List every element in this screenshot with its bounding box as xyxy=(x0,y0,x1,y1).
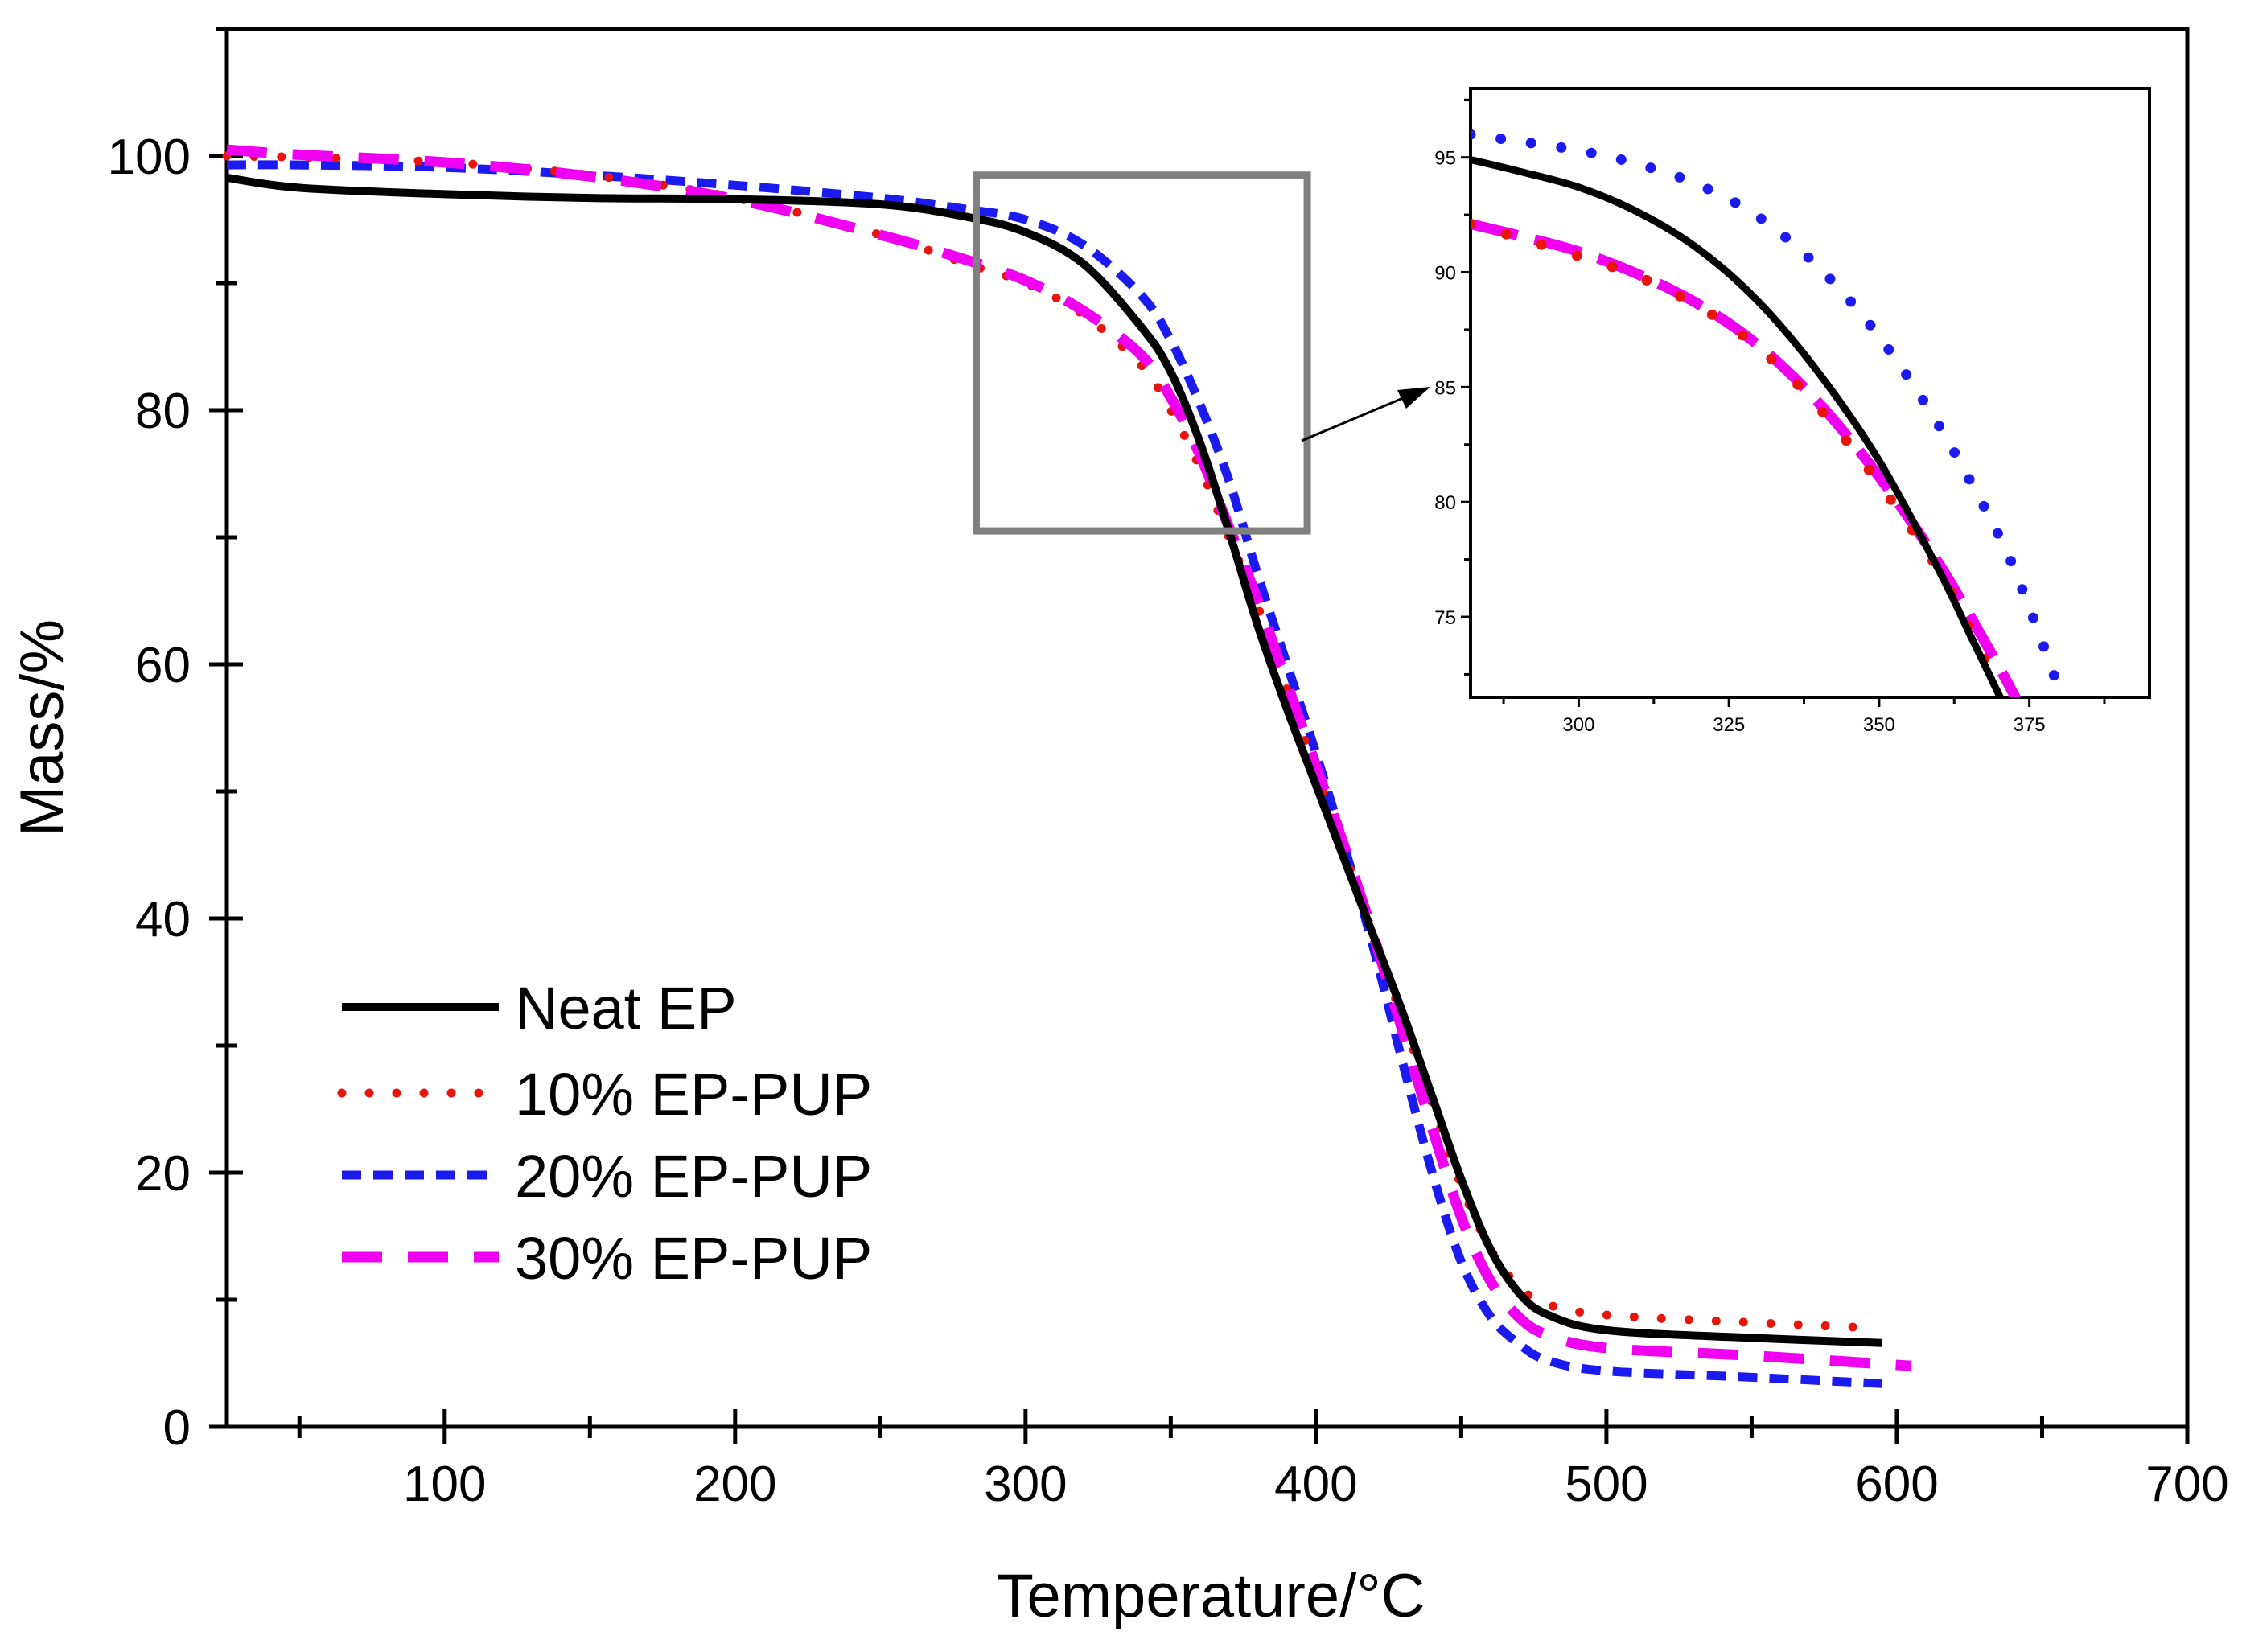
inset-y-tick-label: 80 xyxy=(1434,492,1456,514)
x-axis-title: Temperature/°C xyxy=(996,1562,1425,1630)
main-tick-labels: 100 200 300 400 500 600 700 0 20 40 60 80 100 xyxy=(108,129,2229,1512)
series-line-30-ep-pup xyxy=(226,144,1912,1371)
inset-y-tick-label: 85 xyxy=(1434,377,1456,399)
x-tick-label: 300 xyxy=(984,1457,1067,1512)
main-series-group xyxy=(222,144,1912,1388)
x-tick-label: 100 xyxy=(403,1457,486,1512)
y-tick-label: 0 xyxy=(163,1400,191,1456)
inset-x-tick-label: 375 xyxy=(2014,714,2046,736)
main-tick-marks xyxy=(209,27,2190,1444)
y-axis-title: Mass/% xyxy=(8,619,76,836)
plot-frame xyxy=(224,27,2190,1429)
inset-tick-labels: 300 325 350 375 75 80 85 90 95 xyxy=(1434,148,2045,736)
series-line-neat-ep xyxy=(226,173,1883,1347)
legend-label-neat-ep: Neat EP xyxy=(515,975,737,1042)
zoom-box xyxy=(972,171,1311,535)
y-tick-label: 80 xyxy=(135,384,191,439)
inset-x-tick-label: 350 xyxy=(1863,714,1895,736)
inset-frame xyxy=(1469,87,2151,699)
inset-series-group xyxy=(1471,129,2065,697)
y-tick-label: 40 xyxy=(135,892,191,947)
legend: Neat EP 10% EP-PUP 20% EP-PUP 30% EP-PUP xyxy=(337,975,872,1292)
x-tick-label: 600 xyxy=(1855,1457,1938,1512)
zoom-arrow-head xyxy=(1397,387,1430,409)
inset-series-line-neat-ep xyxy=(1471,156,2005,697)
x-tick-label: 200 xyxy=(693,1457,776,1512)
x-tick-label: 500 xyxy=(1565,1457,1648,1512)
inset-x-tick-label: 300 xyxy=(1562,714,1594,736)
series-line-20-ep-pup xyxy=(226,160,1883,1388)
inset-tick-marks xyxy=(1461,98,2106,707)
inset-y-tick-label: 75 xyxy=(1434,607,1456,629)
inset-series-line-10-ep-pup xyxy=(1471,219,2005,696)
legend-label-30-ep-pup: 30% EP-PUP xyxy=(515,1225,872,1292)
inset-x-tick-label: 325 xyxy=(1713,714,1745,736)
inset-y-tick-label: 90 xyxy=(1434,263,1456,285)
x-tick-label: 400 xyxy=(1274,1457,1357,1512)
legend-label-10-ep-pup: 10% EP-PUP xyxy=(515,1061,872,1128)
y-tick-label: 20 xyxy=(135,1146,191,1202)
legend-label-20-ep-pup: 20% EP-PUP xyxy=(515,1143,872,1210)
y-tick-label: 60 xyxy=(135,638,191,693)
y-tick-label: 100 xyxy=(108,129,191,185)
inset-y-tick-label: 95 xyxy=(1434,148,1456,170)
x-tick-label: 700 xyxy=(2145,1457,2228,1512)
